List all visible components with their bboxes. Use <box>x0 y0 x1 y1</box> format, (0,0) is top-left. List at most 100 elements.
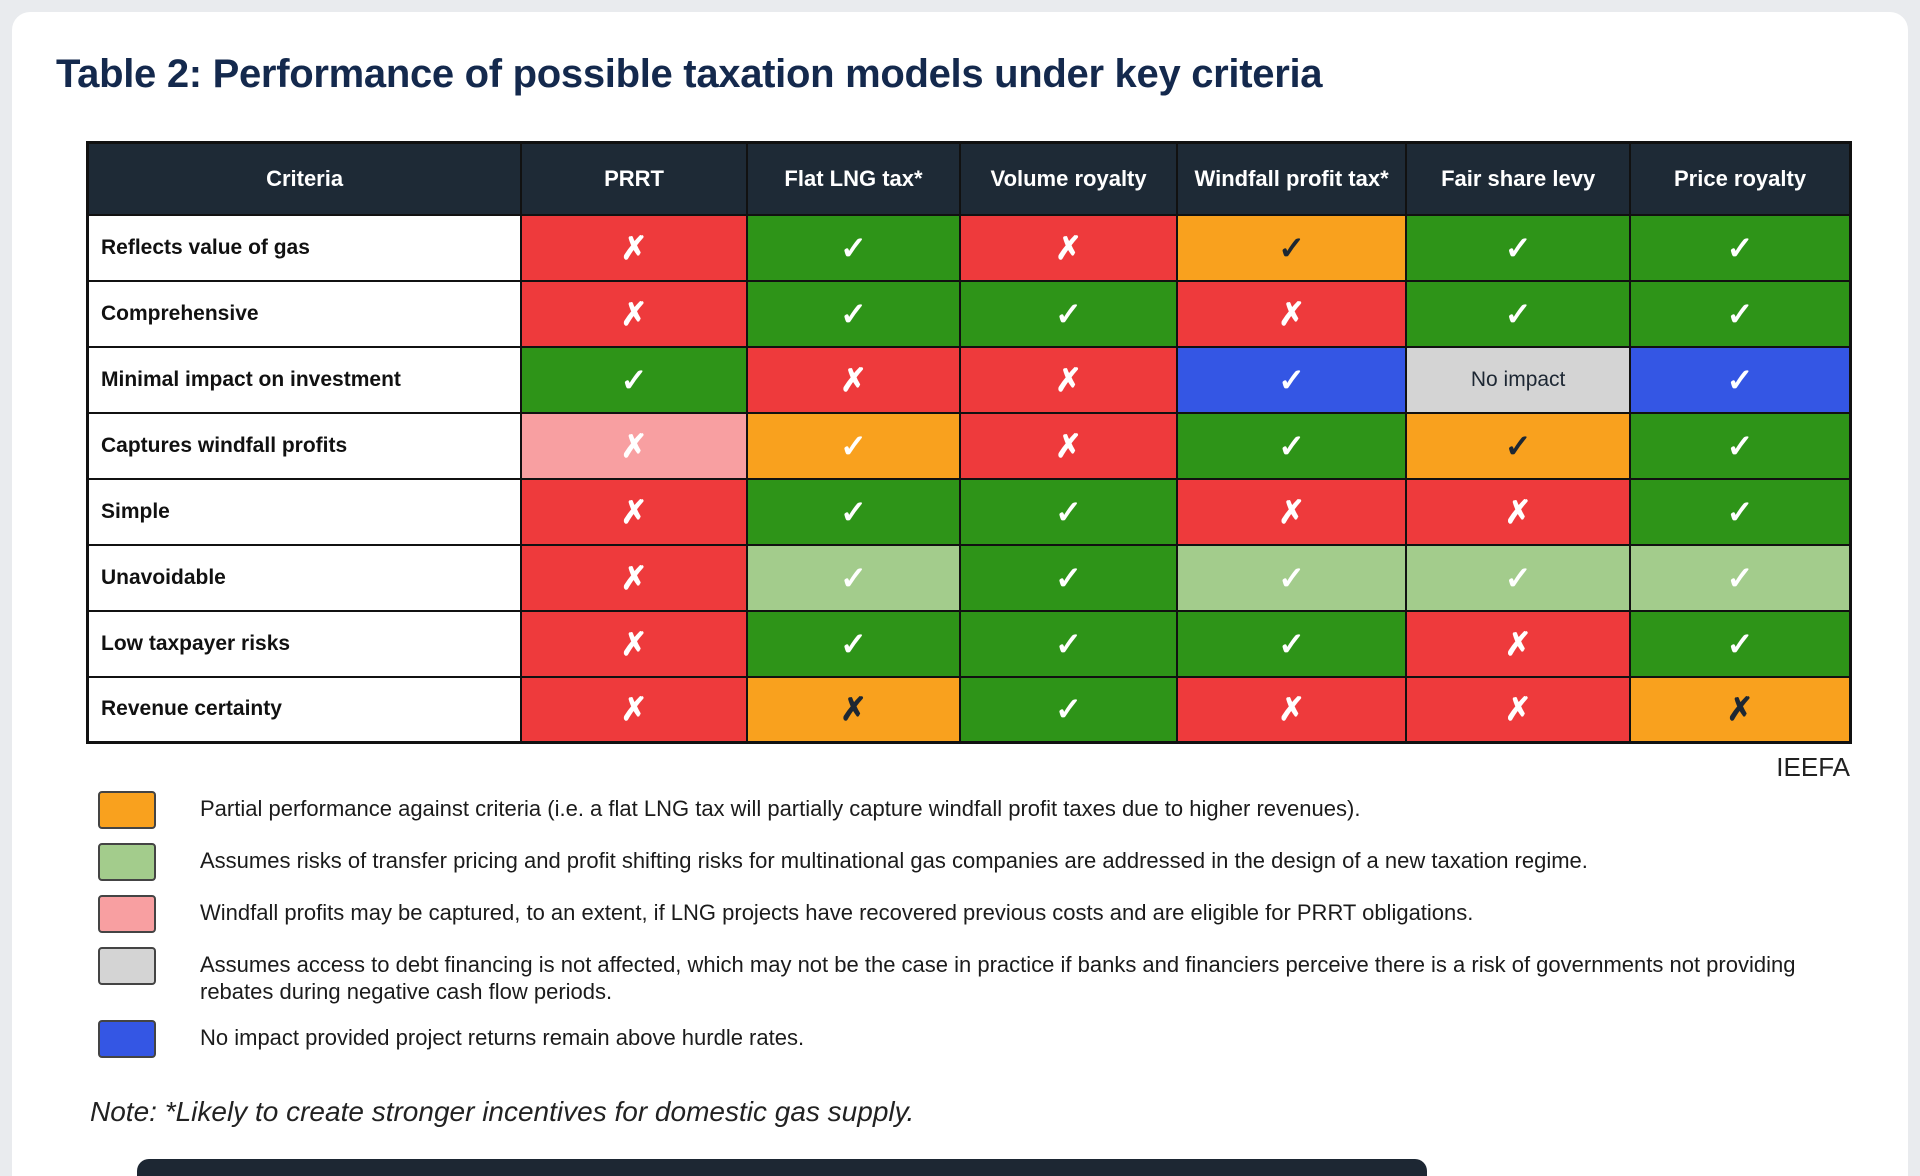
legend-text: Windfall profits may be captured, to an … <box>200 900 1474 925</box>
cross-icon: ✗ <box>1055 229 1082 266</box>
no-impact-label: No impact <box>1470 367 1566 391</box>
cross-icon: ✗ <box>620 691 648 728</box>
rating-cell: ✗ <box>959 411 1178 480</box>
criteria-label: Minimal impact on investment <box>86 345 523 414</box>
rating-cell: ✓ <box>1629 213 1852 282</box>
cross-icon: ✗ <box>1055 361 1082 398</box>
check-icon: ✓ <box>1504 295 1532 332</box>
content-card: Table 2: Performance of possible taxatio… <box>12 12 1908 1176</box>
check-icon: ✓ <box>1726 295 1754 332</box>
cross-icon: ✗ <box>1055 427 1082 464</box>
check-icon: ✓ <box>1726 427 1754 464</box>
rating-cell: ✗ <box>1629 675 1852 744</box>
cross-icon: ✗ <box>1278 493 1305 530</box>
rating-cell: ✓ <box>520 345 748 414</box>
rating-cell: ✓ <box>1175 543 1408 612</box>
rating-cell: ✗ <box>520 279 748 348</box>
rating-cell: ✗ <box>745 675 962 744</box>
table-row: Simple ✗ ✓ ✓ ✗ ✗ ✓ <box>86 477 1852 546</box>
rating-cell: ✗ <box>959 213 1178 282</box>
table-row: Captures windfall profits ✗ ✓ ✗ ✓ ✓ ✓ <box>86 411 1852 480</box>
rating-cell: ✓ <box>959 543 1178 612</box>
rating-cell: ✓ <box>745 213 962 282</box>
rating-cell: ✓ <box>1629 477 1852 546</box>
column-header: Fair share levy <box>1405 141 1632 216</box>
cross-icon: ✗ <box>620 229 648 266</box>
criteria-label: Comprehensive <box>86 279 523 348</box>
rating-cell: ✓ <box>1175 411 1408 480</box>
legend-item: Assumes access to debt financing is not … <box>98 947 1852 1006</box>
check-icon: ✓ <box>1278 361 1305 398</box>
check-icon: ✓ <box>840 625 867 662</box>
legend-text: Assumes risks of transfer pricing and pr… <box>200 848 1588 873</box>
column-header: Windfall profit tax* <box>1175 141 1408 216</box>
rating-cell: ✗ <box>1175 279 1408 348</box>
table-row: Minimal impact on investment ✓ ✗ ✗ ✓ No impac… <box>86 345 1852 414</box>
criteria-label: Low taxpayer risks <box>86 609 523 678</box>
rating-cell: ✗ <box>520 213 748 282</box>
check-icon: ✓ <box>1726 361 1754 398</box>
cross-icon: ✗ <box>620 559 648 596</box>
criteria-label: Captures windfall profits <box>86 411 523 480</box>
rating-cell: ✓ <box>1405 543 1632 612</box>
column-header-criteria: Criteria <box>86 141 523 216</box>
cross-icon: ✗ <box>840 361 867 398</box>
criteria-label: Unavoidable <box>86 543 523 612</box>
table-row: Reflects value of gas ✗ ✓ ✗ ✓ ✓ ✓ <box>86 213 1852 282</box>
check-icon: ✓ <box>840 295 867 332</box>
check-icon: ✓ <box>1055 625 1082 662</box>
legend-swatch-blue <box>98 1019 156 1058</box>
rating-cell: No impact <box>1405 345 1632 414</box>
check-icon: ✓ <box>840 493 867 530</box>
rating-cell: ✓ <box>1175 345 1408 414</box>
source-attribution: IEEFA <box>1776 752 1850 782</box>
rating-cell: ✗ <box>1405 609 1632 678</box>
check-icon: ✓ <box>1726 493 1754 530</box>
check-icon: ✓ <box>1726 559 1754 596</box>
rating-cell: ✓ <box>745 279 962 348</box>
legend: Partial performance against criteria (i.… <box>98 791 1852 1058</box>
legend-swatch-pink <box>98 895 156 933</box>
check-icon: ✓ <box>1278 559 1305 596</box>
table-row: Comprehensive ✗ ✓ ✓ ✗ ✓ ✓ <box>86 279 1852 348</box>
rating-cell: ✓ <box>1629 345 1852 414</box>
table-row: Revenue certainty ✗ ✗ ✓ ✗ ✗ ✗ <box>86 675 1852 744</box>
check-icon: ✓ <box>1055 295 1082 332</box>
rating-cell: ✓ <box>1405 279 1632 348</box>
cross-icon: ✗ <box>1726 691 1754 728</box>
check-icon: ✓ <box>840 229 867 266</box>
header-row: Criteria PRRT Flat LNG tax* Volume royalty W… <box>86 141 1852 216</box>
legend-text: Assumes access to debt financing is not … <box>200 952 1796 1004</box>
legend-item: Partial performance against criteria (i.… <box>98 791 1852 829</box>
rating-cell: ✗ <box>1405 675 1632 744</box>
figure-title: Table 2: Performance of possible taxatio… <box>56 52 1323 96</box>
rating-cell: ✗ <box>520 675 748 744</box>
rating-cell: ✗ <box>520 543 748 612</box>
column-header: Price royalty <box>1629 141 1852 216</box>
cross-icon: ✗ <box>620 295 648 332</box>
rating-cell: ✓ <box>1405 411 1632 480</box>
rating-cell: ✓ <box>1629 279 1852 348</box>
check-icon: ✓ <box>1055 493 1082 530</box>
rating-cell: ✓ <box>745 609 962 678</box>
rating-cell: ✓ <box>745 411 962 480</box>
rating-cell: ✓ <box>1629 609 1852 678</box>
cross-icon: ✗ <box>1504 625 1532 662</box>
rating-cell: ✓ <box>959 279 1178 348</box>
column-header: Volume royalty <box>959 141 1178 216</box>
table-header: Criteria PRRT Flat LNG tax* Volume royalty W… <box>86 141 1852 216</box>
rating-cell: ✓ <box>1175 609 1408 678</box>
check-icon: ✓ <box>1726 625 1754 662</box>
cross-icon: ✗ <box>1504 493 1532 530</box>
legend-item: Assumes risks of transfer pricing and pr… <box>98 843 1852 881</box>
legend-item: Windfall profits may be captured, to an … <box>98 895 1852 933</box>
criteria-label: Simple <box>86 477 523 546</box>
check-icon: ✓ <box>620 361 648 398</box>
check-icon: ✓ <box>1055 691 1082 728</box>
legend-text: No impact provided project returns remai… <box>200 1024 805 1050</box>
rating-cell: ✓ <box>959 609 1178 678</box>
check-icon: ✓ <box>1278 229 1305 266</box>
check-icon: ✓ <box>1055 559 1082 596</box>
rating-cell: ✓ <box>959 675 1178 744</box>
cross-icon: ✗ <box>1278 295 1305 332</box>
